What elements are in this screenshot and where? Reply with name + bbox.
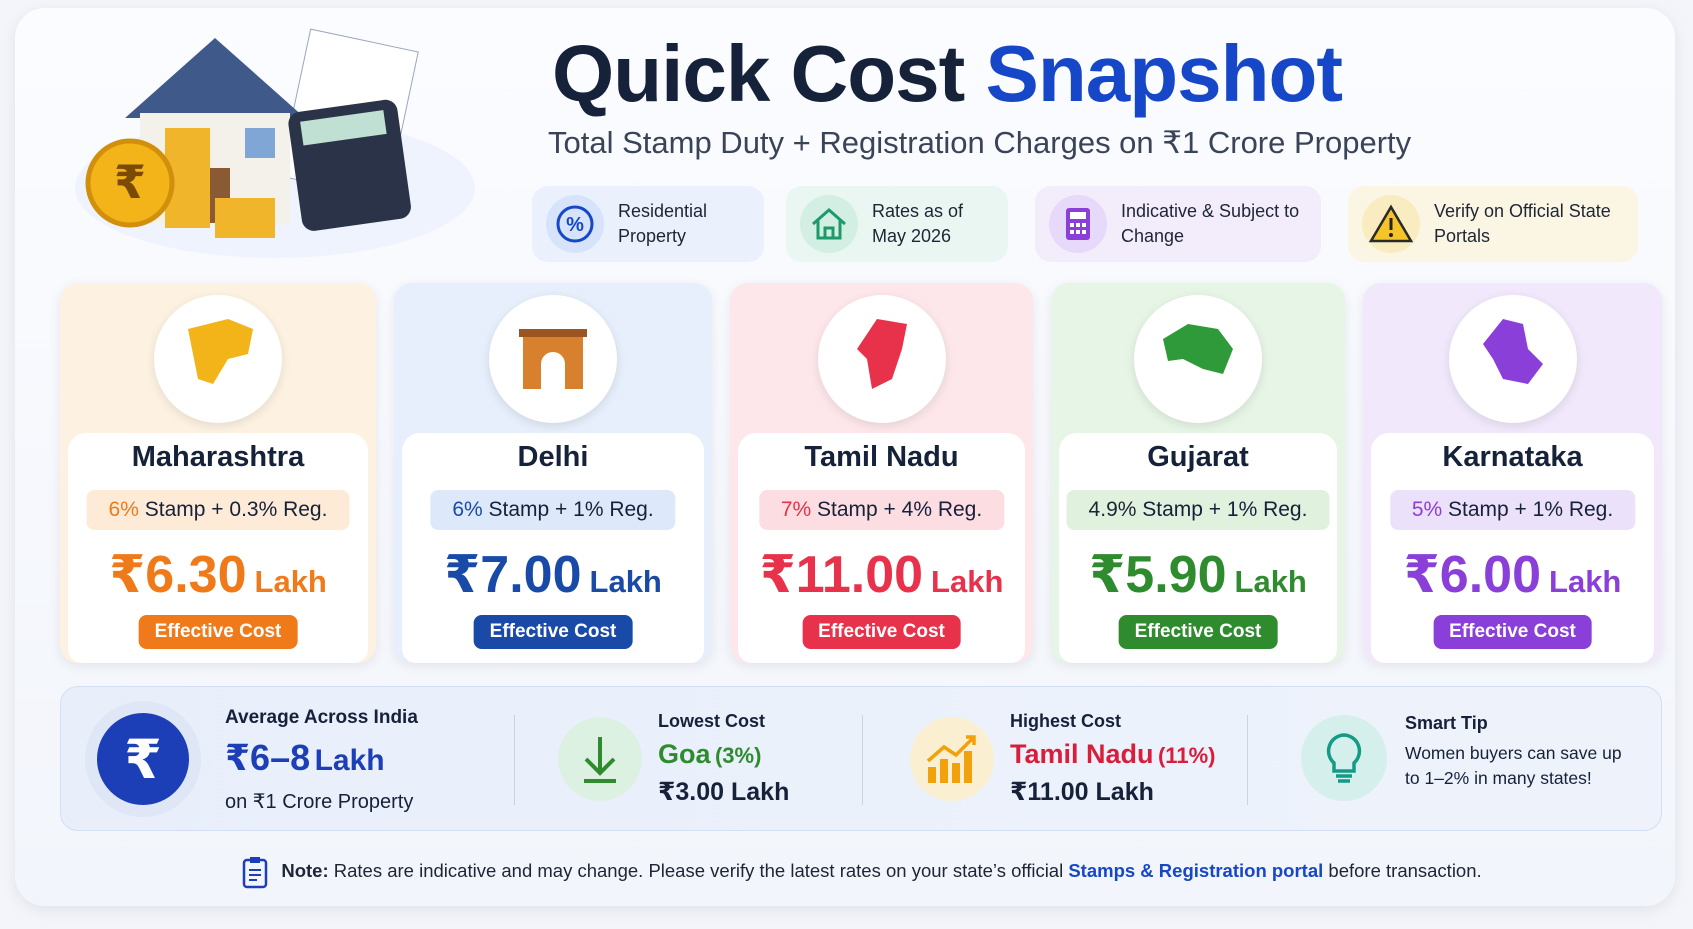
state-card: Gujarat 4.9% Stamp + 1% Reg. ₹5.90 Lakh E…: [1051, 283, 1345, 663]
rate: 7% Stamp + 4% Reg.: [758, 490, 1005, 530]
state-card: Karnataka 5% Stamp + 1% Reg. ₹6.00 Lakh E…: [1363, 283, 1662, 663]
state-icon: [154, 295, 282, 423]
badge: Indicative & Subject to Change: [1035, 186, 1321, 262]
illustration: ₹: [75, 28, 475, 258]
label: on ₹1 Crore Property: [225, 791, 414, 813]
highest-state: Tamil Nadu (11%): [1010, 739, 1216, 769]
state-icon: [817, 295, 946, 423]
amount: ₹6.00 Lakh: [1403, 546, 1622, 604]
rate: 4.9% Stamp + 1% Reg.: [1066, 490, 1330, 530]
rate: 5% Stamp + 1% Reg.: [1389, 490, 1636, 530]
label: Smart Tip: [1405, 713, 1488, 733]
amount: ₹11.00 Lakh: [759, 546, 1004, 604]
tag: Effective Cost: [802, 615, 961, 649]
svg-text:₹: ₹: [124, 730, 162, 790]
state-card: Delhi 6% Stamp + 1% Reg. ₹7.00 Lakh Effec…: [394, 283, 712, 663]
state-name: Gujarat: [1147, 441, 1249, 473]
tag: Effective Cost: [1118, 615, 1278, 649]
infographic: ₹ Quick Cost Snapshot Total Stamp Duty +…: [15, 8, 1675, 906]
amount: ₹6.30 Lakh: [109, 546, 327, 604]
state-name: Karnataka: [1442, 441, 1583, 473]
badge: Verify on Official State Portals: [1348, 186, 1638, 262]
separator: [862, 715, 863, 805]
tip-text: Women buyers can save up to 1–2% in many…: [1405, 743, 1622, 788]
state-icon: [489, 295, 617, 423]
state-card: Maharashtra 6% Stamp + 0.3% Reg. ₹6.30 La…: [60, 283, 376, 663]
state-icon: [1448, 295, 1577, 423]
title: Quick Cost Snapshot: [552, 29, 1343, 118]
state-card: Tamil Nadu 7% Stamp + 4% Reg. ₹11.00 Lakh…: [730, 283, 1033, 663]
svg-text:%: %: [566, 214, 584, 236]
lowest-amount: ₹3.00 Lakh: [658, 778, 790, 806]
badge: % Residential Property: [532, 186, 764, 262]
badge: Rates as of May 2026: [786, 186, 1008, 262]
label: Average Across India: [225, 707, 418, 728]
rate: 6% Stamp + 0.3% Reg.: [86, 490, 350, 530]
separator: [514, 715, 515, 805]
state-name: Maharashtra: [131, 441, 305, 473]
amount: ₹7.00 Lakh: [444, 546, 662, 604]
subtitle: Total Stamp Duty + Registration Charges …: [548, 125, 1412, 160]
label: Highest Cost: [1010, 711, 1122, 731]
state-icon: [1134, 295, 1262, 423]
rate: 6% Stamp + 1% Reg.: [430, 490, 676, 530]
separator: [1247, 715, 1248, 805]
amount: ₹5.90 Lakh: [1089, 546, 1307, 604]
highest-amount: ₹11.00 Lakh: [1010, 778, 1154, 806]
tag: Effective Cost: [473, 615, 633, 649]
state-name: Tamil Nadu: [804, 441, 959, 473]
average-value: ₹6–8 Lakh: [225, 737, 385, 778]
footnote: Note: Rates are indicative and may chang…: [15, 855, 1693, 889]
svg-text:₹: ₹: [114, 156, 146, 208]
tag: Effective Cost: [138, 615, 298, 649]
state-name: Delhi: [517, 441, 589, 473]
label: Lowest Cost: [658, 711, 766, 731]
summary-panel: ₹ Average Across India ₹6–8 Lakh on ₹1 C…: [60, 686, 1662, 831]
lowest-state: Goa (3%): [658, 739, 762, 769]
tag: Effective Cost: [1433, 615, 1592, 649]
